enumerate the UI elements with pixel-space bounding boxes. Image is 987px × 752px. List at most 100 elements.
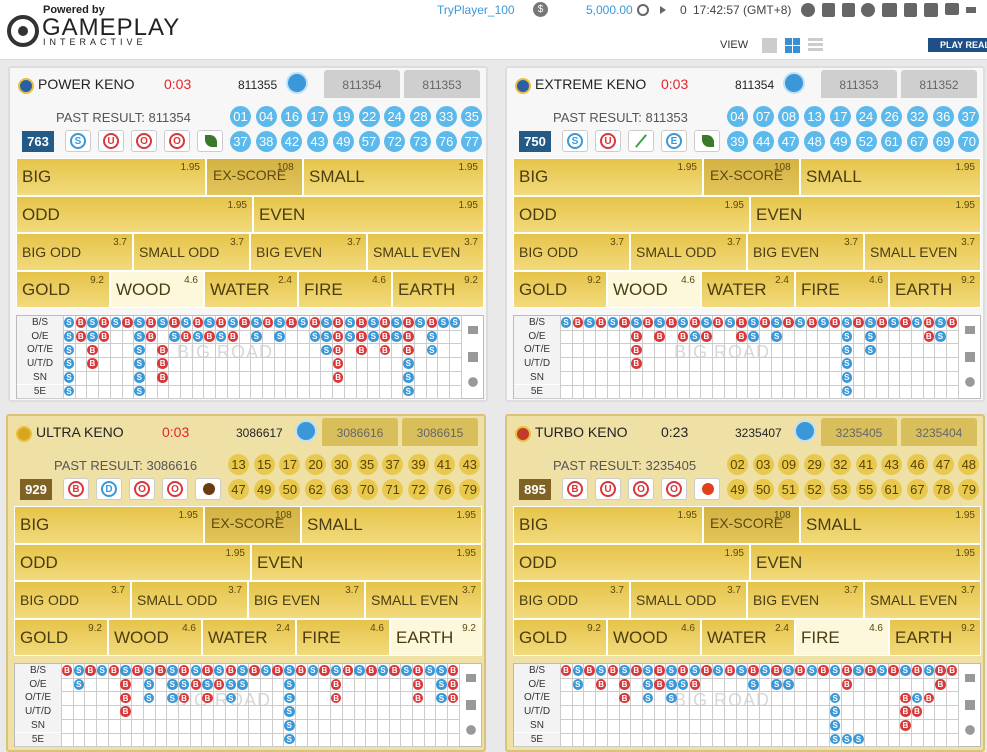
bet-cell[interactable]: WOOD 4.6	[607, 270, 701, 308]
bet-cell[interactable]: EARTH 9.2	[889, 270, 981, 308]
road-bead: B	[946, 665, 958, 676]
draw-tab[interactable]: 811353	[821, 70, 897, 98]
bet-cell[interactable]: FIRE 4.6	[296, 618, 390, 656]
bet-cell[interactable]: SMALL ODD 3.7	[630, 233, 747, 271]
bet-cell[interactable]: BIG EVEN 3.7	[248, 581, 365, 619]
bet-cell[interactable]: SMALL ODD 3.7	[133, 233, 250, 271]
draw-icon[interactable]	[295, 420, 317, 442]
bet-cell[interactable]: ODD 1.95	[14, 543, 251, 581]
road-bead: S	[424, 665, 435, 676]
view-single[interactable]	[762, 38, 777, 53]
bet-cell[interactable]: ODD 1.95	[513, 195, 750, 233]
draw-tab[interactable]: 3086616	[322, 418, 398, 446]
bet-cell[interactable]: FIRE 4.6	[795, 270, 889, 308]
bet-odds: 1.95	[456, 547, 476, 559]
draw-tab[interactable]: 3086615	[402, 418, 478, 446]
bet-cell[interactable]: BIG EVEN 3.7	[747, 581, 864, 619]
road-bead: S	[73, 679, 84, 690]
bet-cell[interactable]: WATER 2.4	[204, 270, 298, 308]
bet-cell[interactable]: EVEN 1.95	[750, 195, 981, 233]
view-list[interactable]	[808, 38, 823, 53]
bet-cell[interactable]: ODD 1.95	[513, 543, 750, 581]
bet-cell[interactable]: EARTH 9.2	[390, 618, 482, 656]
refresh-icons[interactable]	[636, 2, 676, 18]
bet-cell[interactable]: WATER 2.4	[202, 618, 296, 656]
bet-cell[interactable]: SMALL EVEN 3.7	[864, 233, 981, 271]
bet-cell[interactable]: BIG ODD 3.7	[16, 233, 133, 271]
road-bead: S	[284, 733, 295, 745]
bet-cell[interactable]: GOLD 9.2	[14, 618, 108, 656]
bet-cell[interactable]: WOOD 4.6	[108, 618, 202, 656]
result-ball: 17	[829, 106, 851, 127]
draw-icon[interactable]	[286, 72, 308, 94]
bet-cell[interactable]: FIRE 4.6	[298, 270, 392, 308]
bet-cell[interactable]: GOLD 9.2	[513, 270, 607, 308]
road-bead: S	[829, 665, 841, 676]
draw-icon[interactable]	[794, 420, 816, 442]
bet-cell[interactable]: SMALL 1.95	[301, 506, 482, 544]
bet-cell[interactable]: EX-SCORE 108	[703, 158, 800, 196]
road-bead: S	[666, 665, 677, 676]
bet-cell[interactable]: ODD 1.95	[16, 195, 253, 233]
road-bead: B	[87, 344, 98, 356]
bet-cell[interactable]: SMALL EVEN 3.7	[864, 581, 981, 619]
draw-tab[interactable]: 811354	[324, 70, 400, 98]
bet-cell[interactable]: EARTH 9.2	[889, 618, 981, 656]
bet-cell[interactable]: WOOD 4.6	[607, 618, 701, 656]
bet-cell[interactable]: BIG ODD 3.7	[513, 581, 630, 619]
bet-cell[interactable]: SMALL 1.95	[800, 158, 981, 196]
draw-icon[interactable]	[783, 72, 805, 94]
result-ball: 32	[829, 454, 851, 475]
bet-cell[interactable]: EX-SCORE 108	[204, 506, 301, 544]
bet-cell[interactable]: BIG 1.95	[513, 506, 703, 544]
bet-cell[interactable]: BIG 1.95	[14, 506, 204, 544]
bet-cell[interactable]: EX-SCORE 108	[703, 506, 800, 544]
road-bead: S	[169, 331, 180, 342]
bet-cell[interactable]: WATER 2.4	[701, 618, 795, 656]
draw-tab[interactable]: 3235405	[821, 418, 897, 446]
bet-cell[interactable]: BIG ODD 3.7	[14, 581, 131, 619]
bet-cell[interactable]: GOLD 9.2	[16, 270, 110, 308]
road-bead: B	[178, 665, 190, 676]
bet-cell[interactable]: BIG 1.95	[513, 158, 703, 196]
badge-letter: O	[633, 481, 649, 497]
bet-cell[interactable]: SMALL EVEN 3.7	[365, 581, 482, 619]
draw-tab[interactable]: 811352	[901, 70, 977, 98]
brand-sub: INTERACTIVE	[43, 37, 147, 47]
road-grid-v	[238, 316, 240, 398]
result-badge: O	[129, 478, 155, 500]
bet-cell[interactable]: BIG EVEN 3.7	[250, 233, 367, 271]
road-tools[interactable]	[961, 670, 978, 740]
bet-odds: 4.6	[869, 274, 883, 286]
play-real-button[interactable]: PLAY REAL	[928, 38, 987, 52]
draw-tab[interactable]: 3235404	[901, 418, 977, 446]
bet-cell[interactable]: SMALL ODD 3.7	[630, 581, 747, 619]
bet-cell[interactable]: SMALL 1.95	[800, 506, 981, 544]
road-tools[interactable]	[462, 670, 479, 740]
bet-cell[interactable]: BIG EVEN 3.7	[747, 233, 864, 271]
road-bead: S	[426, 331, 437, 342]
bet-cell[interactable]: SMALL 1.95	[303, 158, 484, 196]
road-tools[interactable]	[961, 322, 978, 392]
bet-cell[interactable]: SMALL ODD 3.7	[131, 581, 248, 619]
result-ball: 48	[804, 131, 826, 152]
player-name[interactable]: TryPlayer_100	[437, 3, 515, 17]
bet-cell[interactable]: BIG ODD 3.7	[513, 233, 630, 271]
badge-letter: U	[600, 133, 616, 149]
draw-tab[interactable]: 811353	[404, 70, 480, 98]
bet-cell[interactable]: GOLD 9.2	[513, 618, 607, 656]
bet-cell[interactable]: EVEN 1.95	[750, 543, 981, 581]
road-bead: B	[155, 665, 166, 676]
view-grid[interactable]	[785, 38, 800, 53]
bet-cell[interactable]: SMALL EVEN 3.7	[367, 233, 484, 271]
bet-cell[interactable]: EVEN 1.95	[251, 543, 482, 581]
bet-cell[interactable]: EX-SCORE 108	[206, 158, 303, 196]
bet-cell[interactable]: WATER 2.4	[701, 270, 795, 308]
bet-cell[interactable]: FIRE 4.6	[795, 618, 889, 656]
bet-cell[interactable]: WOOD 4.6	[110, 270, 204, 308]
bet-cell[interactable]: EARTH 9.2	[392, 270, 484, 308]
toolbar-icons[interactable]	[800, 1, 980, 19]
bet-cell[interactable]: EVEN 1.95	[253, 195, 484, 233]
road-tools[interactable]	[464, 322, 481, 392]
bet-cell[interactable]: BIG 1.95	[16, 158, 206, 196]
